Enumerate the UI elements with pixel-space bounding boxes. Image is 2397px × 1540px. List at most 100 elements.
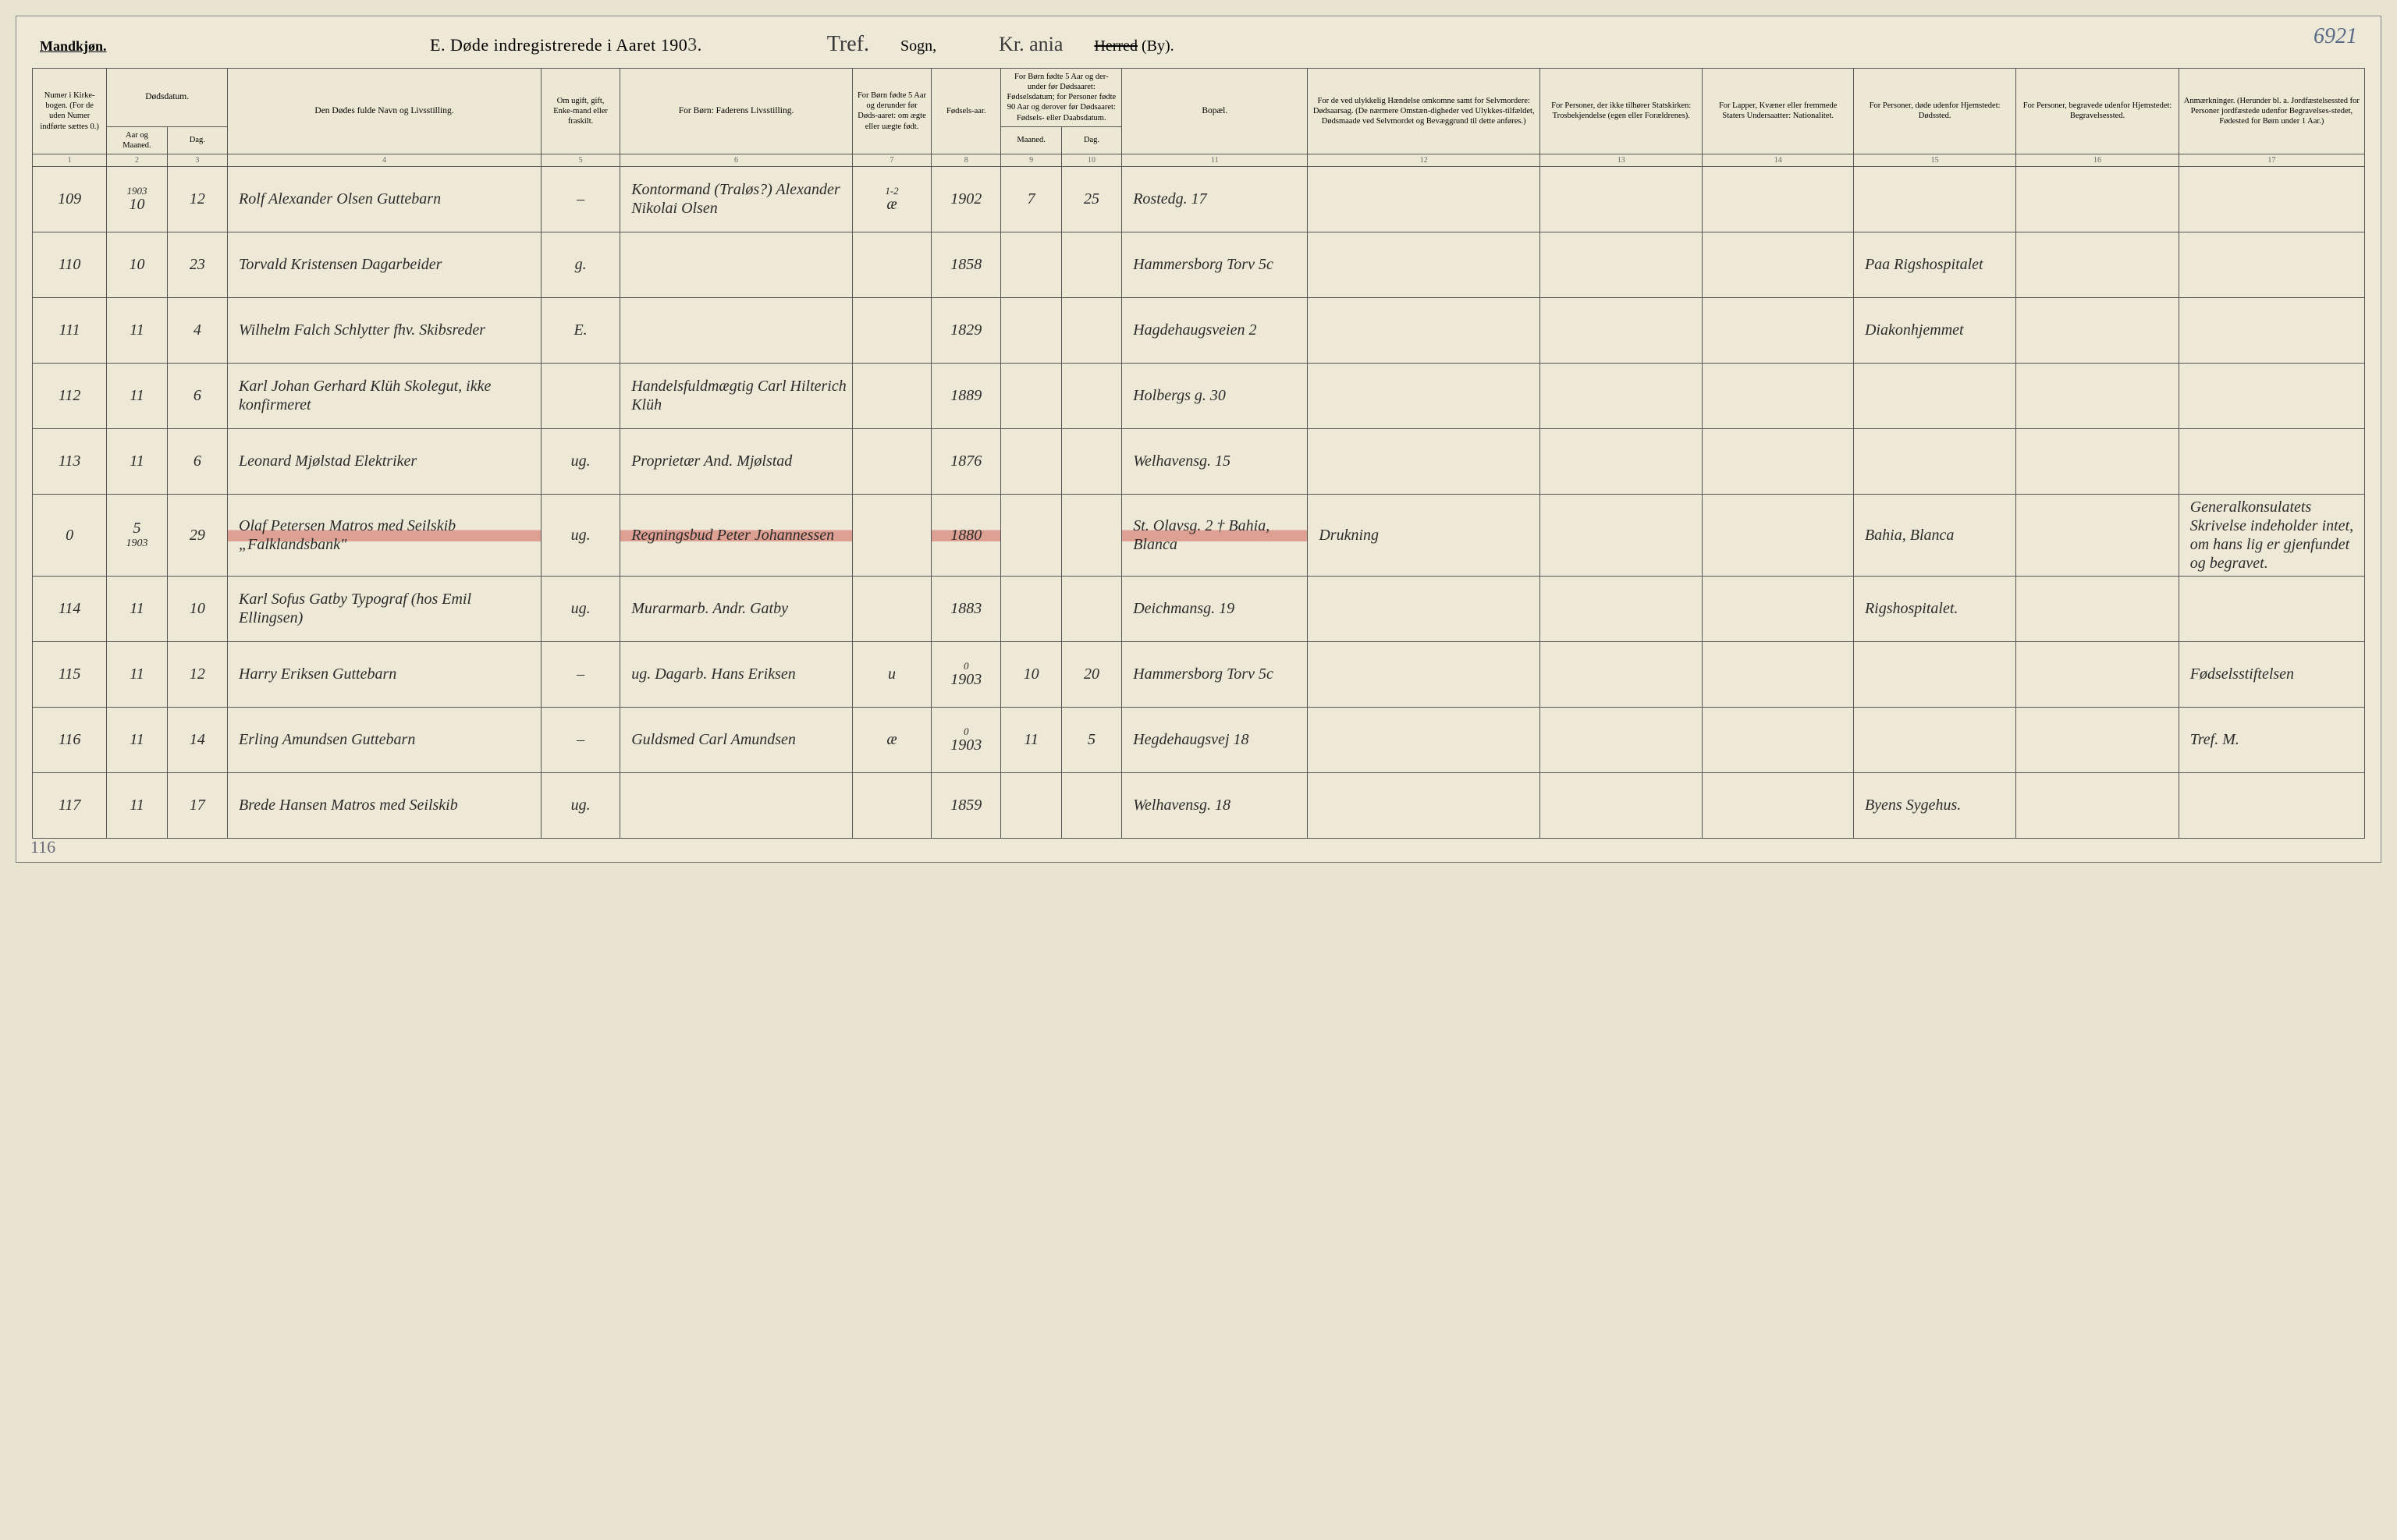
cell: æ — [852, 707, 931, 772]
cell: 6 — [167, 363, 227, 428]
cell — [1540, 428, 1703, 494]
herred-strike: Herred — [1094, 37, 1138, 55]
cell — [1308, 232, 1540, 297]
cell: Tref. M. — [2179, 707, 2364, 772]
cell — [1001, 428, 1061, 494]
cell: Rolf Alexander Olsen Guttebarn — [228, 166, 542, 232]
col-6-header: For Børn: Faderens Livsstilling. — [620, 69, 853, 154]
cell: – — [541, 707, 620, 772]
cell: Rigshospitalet. — [1853, 576, 2015, 641]
register-table: Numer i Kirke-bogen. (For de uden Numer … — [32, 68, 2365, 839]
header: Mandkjøn. E. Døde indregistrerede i Aare… — [32, 26, 2365, 68]
cell: 12 — [167, 641, 227, 707]
cell: Deichmansg. 19 — [1122, 576, 1308, 641]
cell: 51903 — [107, 494, 167, 576]
col-14-header: For Lapper, Kvæner eller fremmede Stater… — [1703, 69, 1854, 154]
cell: 01903 — [932, 641, 1001, 707]
cell: 115 — [33, 641, 107, 707]
cell: ug. Dagarb. Hans Eriksen — [620, 641, 853, 707]
cell: 113 — [33, 428, 107, 494]
cell: g. — [541, 232, 620, 297]
cell — [1001, 576, 1061, 641]
cell: Karl Johan Gerhard Klüh Skolegut, ikke k… — [228, 363, 542, 428]
column-number: 13 — [1540, 154, 1703, 166]
cell: 11 — [107, 428, 167, 494]
cell: Handelsfuldmægtig Carl Hilterich Klüh — [620, 363, 853, 428]
table-row: 112116Karl Johan Gerhard Klüh Skolegut, … — [33, 363, 2365, 428]
col-12-header: For de ved ulykkelig Hændelse omkomne sa… — [1308, 69, 1540, 154]
herred-value: Kr. ania — [999, 33, 1063, 56]
cell — [2016, 363, 2179, 428]
col-8-header: Fødsels-aar. — [932, 69, 1001, 154]
cell — [1308, 641, 1540, 707]
cell — [1540, 363, 1703, 428]
register-sheet: 6921 116 Mandkjøn. E. Døde indregistrere… — [16, 16, 2381, 863]
cell: Murarmarb. Andr. Gatby — [620, 576, 853, 641]
cell: Olaf Petersen Matros med Seilskib „Falkl… — [228, 494, 542, 576]
cell: Hegdehaugsvej 18 — [1122, 707, 1308, 772]
title-period: . — [698, 35, 702, 55]
cell: 11 — [107, 297, 167, 363]
column-number: 15 — [1853, 154, 2015, 166]
cell: 11 — [1001, 707, 1061, 772]
table-row: 111114Wilhelm Falch Schlytter fhv. Skibs… — [33, 297, 2365, 363]
cell: Karl Sofus Gatby Typograf (hos Emil Elli… — [228, 576, 542, 641]
cell — [1308, 363, 1540, 428]
cell — [1703, 297, 1854, 363]
cell — [1703, 232, 1854, 297]
cell: 116 — [33, 707, 107, 772]
table-row: 113116Leonard Mjølstad Elektrikerug.Prop… — [33, 428, 2365, 494]
cell — [852, 576, 931, 641]
cell: 1859 — [932, 772, 1001, 838]
cell — [852, 494, 931, 576]
cell: Paa Rigshospitalet — [1853, 232, 2015, 297]
cell: 114 — [33, 576, 107, 641]
column-number: 9 — [1001, 154, 1061, 166]
sogn-value: Tref. — [827, 32, 869, 57]
cell: 11 — [107, 707, 167, 772]
sogn-label: Sogn, — [900, 37, 936, 55]
table-row: 1171117Brede Hansen Matros med Seilskibu… — [33, 772, 2365, 838]
column-number: 1 — [33, 154, 107, 166]
cell: 11 — [107, 576, 167, 641]
cell — [2179, 297, 2364, 363]
cell: 17 — [167, 772, 227, 838]
cell: 25 — [1061, 166, 1121, 232]
cell — [2016, 772, 2179, 838]
herred-paren: (By). — [1138, 37, 1174, 55]
cell: 11 — [107, 363, 167, 428]
cell — [1308, 707, 1540, 772]
column-number: 4 — [228, 154, 542, 166]
cell: 11 — [107, 772, 167, 838]
cell — [620, 232, 853, 297]
title-year: 3 — [687, 35, 698, 55]
cell — [1001, 363, 1061, 428]
cell — [1061, 297, 1121, 363]
cell: 1829 — [932, 297, 1001, 363]
cell: ug. — [541, 494, 620, 576]
col-5-header: Om ugift, gift, Enke-mand eller fraskilt… — [541, 69, 620, 154]
cell: 112 — [33, 363, 107, 428]
cell: 117 — [33, 772, 107, 838]
cell — [2016, 428, 2179, 494]
cell: 1889 — [932, 363, 1001, 428]
column-number-row: 1234567891011121314151617 — [33, 154, 2365, 166]
cell: 10 — [167, 576, 227, 641]
cell — [1001, 772, 1061, 838]
cell: 12 — [167, 166, 227, 232]
cell — [2179, 772, 2364, 838]
cell: Harry Eriksen Guttebarn — [228, 641, 542, 707]
cell — [1061, 232, 1121, 297]
cell: Regningsbud Peter Johannessen — [620, 494, 853, 576]
cell — [2179, 232, 2364, 297]
cell: 5 — [1061, 707, 1121, 772]
table-head: Numer i Kirke-bogen. (For de uden Numer … — [33, 69, 2365, 167]
cell — [1853, 707, 2015, 772]
cell: Fødselsstiftelsen — [2179, 641, 2364, 707]
col-16-header: For Personer, begravede udenfor Hjemsted… — [2016, 69, 2179, 154]
column-number: 7 — [852, 154, 931, 166]
cell: 7 — [1001, 166, 1061, 232]
cell — [541, 363, 620, 428]
cell — [852, 772, 931, 838]
page-number-top: 6921 — [2314, 24, 2357, 49]
